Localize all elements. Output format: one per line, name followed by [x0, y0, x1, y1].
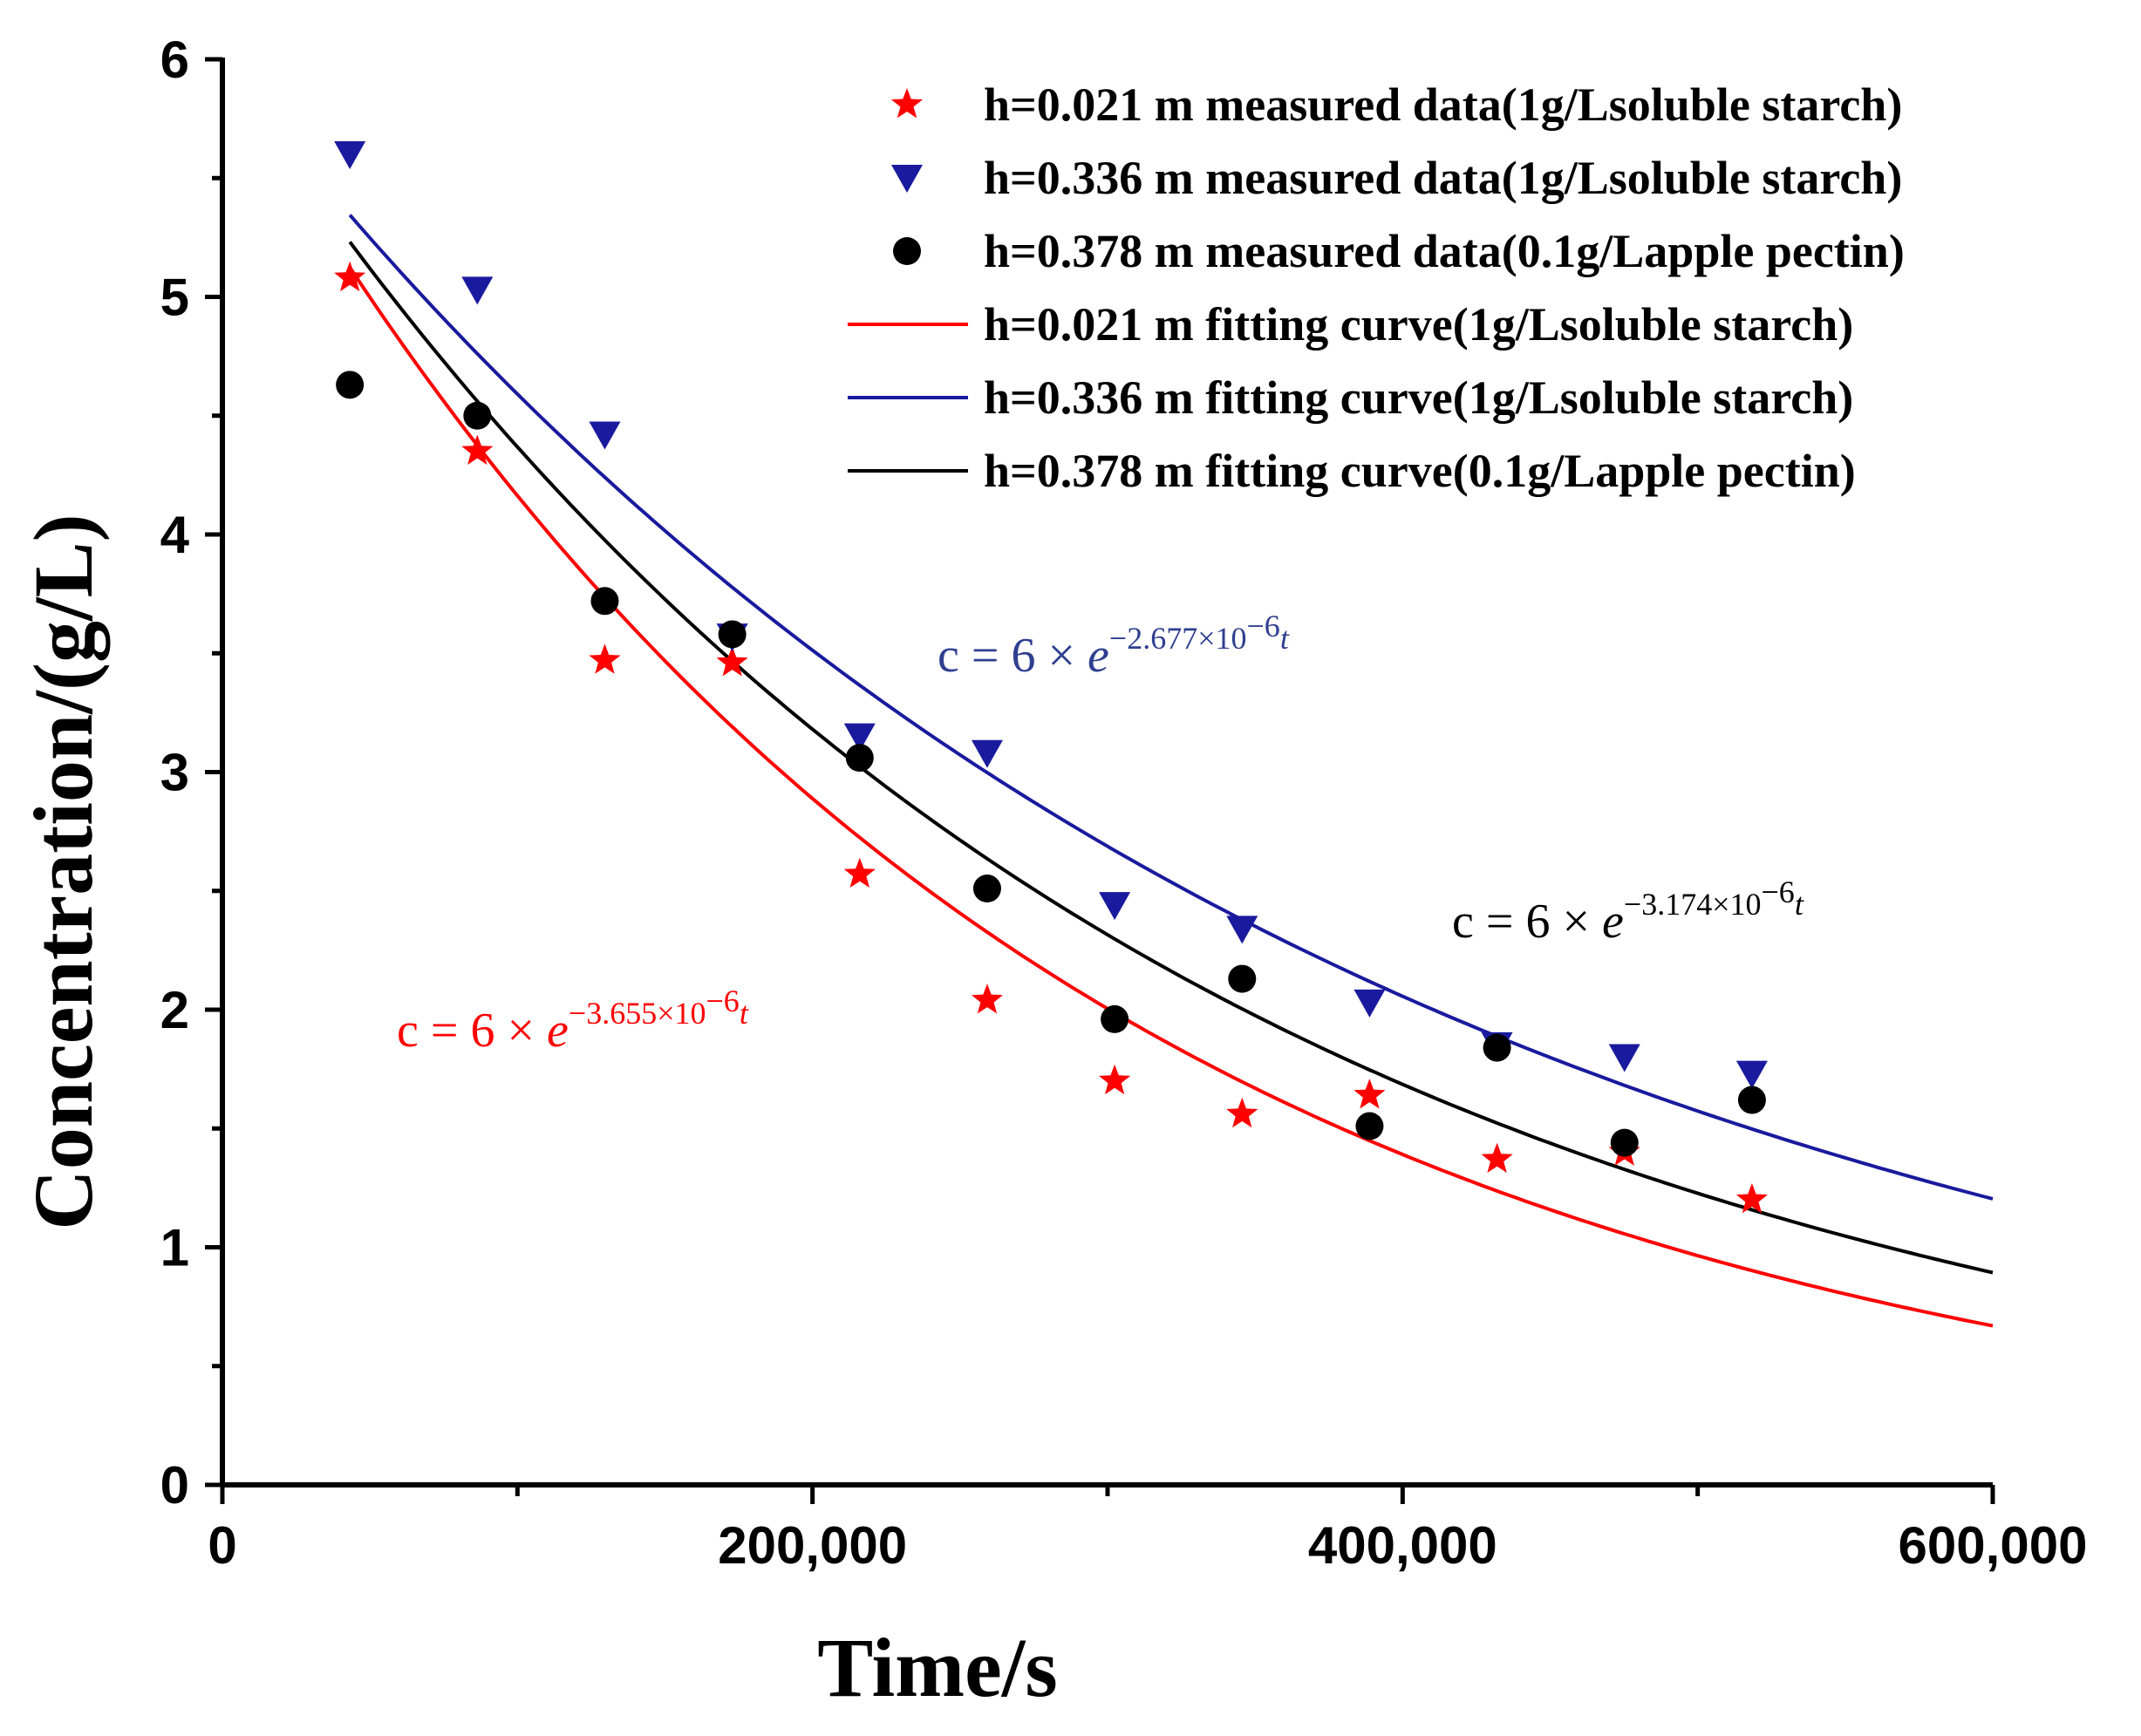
y-tick-label: 4 [160, 506, 190, 564]
data-point-circle [718, 620, 747, 649]
data-point-star [716, 646, 748, 677]
data-point-circle [1737, 1086, 1766, 1114]
legend-label: h=0.378 m measured data(0.1g/Lapple pect… [984, 225, 1905, 277]
x-axis-title: Time/s [817, 1621, 1058, 1714]
legend-label: h=0.378 m fitting curve(0.1g/Lapple pect… [984, 445, 1856, 497]
x-tick-label: 0 [208, 1516, 236, 1575]
fit-curve-3 [348, 241, 1994, 1275]
data-point-star [1353, 1079, 1386, 1109]
x-tick-label: 400,000 [1308, 1516, 1497, 1575]
x-tick-label: 600,000 [1899, 1516, 2088, 1575]
data-point-triangle-down [461, 276, 494, 305]
legend-label: h=0.021 m measured data(1g/Lsoluble star… [984, 78, 1902, 131]
y-tick-label: 1 [160, 1219, 189, 1277]
data-point-triangle-down [1735, 1060, 1768, 1089]
data-point-triangle-down [334, 141, 366, 169]
data-point-circle [1228, 964, 1257, 993]
y-tick-label: 6 [160, 31, 189, 89]
data-point-circle [845, 744, 874, 773]
axes: 0 1 2 3 4 5 6 0 200,000 400,000 600,000 [160, 31, 2088, 1575]
data-point-circle [336, 371, 365, 399]
y-tick-label: 2 [160, 981, 189, 1039]
equation-black: c = 6 × e−3.174×10−6t [1452, 875, 1804, 949]
y-axis-title: Concentration/(g/L) [17, 514, 110, 1229]
legend: h=0.021 m measured data(1g/Lsoluble star… [848, 78, 1905, 497]
data-point-circle [1355, 1112, 1384, 1140]
legend-label: h=0.021 m fitting curve(1g/Lsoluble star… [984, 298, 1853, 351]
data-point-star [589, 643, 621, 674]
data-point-circle [1483, 1033, 1511, 1062]
data-point-triangle-down [971, 739, 1003, 768]
data-point-star [334, 261, 366, 292]
data-point-triangle-down [589, 421, 621, 450]
x-tick-label: 200,000 [718, 1516, 907, 1575]
data-point-triangle-down [1353, 989, 1386, 1018]
y-tick-label: 5 [160, 269, 189, 327]
data-point-star [1735, 1183, 1768, 1214]
data-point-star [843, 857, 876, 888]
y-tick-label: 3 [160, 744, 189, 802]
data-point-star [1226, 1097, 1258, 1128]
data-point-circle [590, 587, 619, 616]
data-point-star [971, 984, 1003, 1014]
equation-annotations: c = 6 × e−2.677×10−6t c = 6 × e−3.174×10−… [397, 609, 1804, 1058]
legend-symbol-circle [893, 237, 921, 265]
data-point-star [461, 434, 494, 465]
legend-symbol-triangle-down [891, 165, 923, 193]
data-point-triangle-down [1226, 916, 1258, 944]
data-point-circle [1101, 1004, 1129, 1033]
equation-red: c = 6 × e−3.655×10−6t [397, 984, 749, 1058]
data-point-star [1099, 1064, 1131, 1095]
fit-curves [348, 214, 1994, 1328]
fit-curve-1 [348, 266, 1994, 1328]
fit-curve-2 [348, 214, 1994, 1201]
data-point-circle [1610, 1128, 1639, 1157]
data-point-circle [463, 401, 492, 430]
data-point-triangle-down [843, 723, 876, 752]
data-point-triangle-down [1608, 1044, 1640, 1072]
legend-symbol-star [890, 88, 924, 119]
data-point-triangle-down [1099, 892, 1131, 921]
data-points [334, 141, 1768, 1214]
y-tick-label: 0 [160, 1456, 189, 1515]
legend-label: h=0.336 m measured data(1g/Lsoluble star… [984, 152, 1902, 204]
equation-blue: c = 6 × e−2.677×10−6t [938, 609, 1290, 683]
legend-label: h=0.336 m fitting curve(1g/Lsoluble star… [984, 371, 1853, 424]
data-point-star [1481, 1142, 1513, 1173]
data-point-circle [972, 875, 1001, 903]
